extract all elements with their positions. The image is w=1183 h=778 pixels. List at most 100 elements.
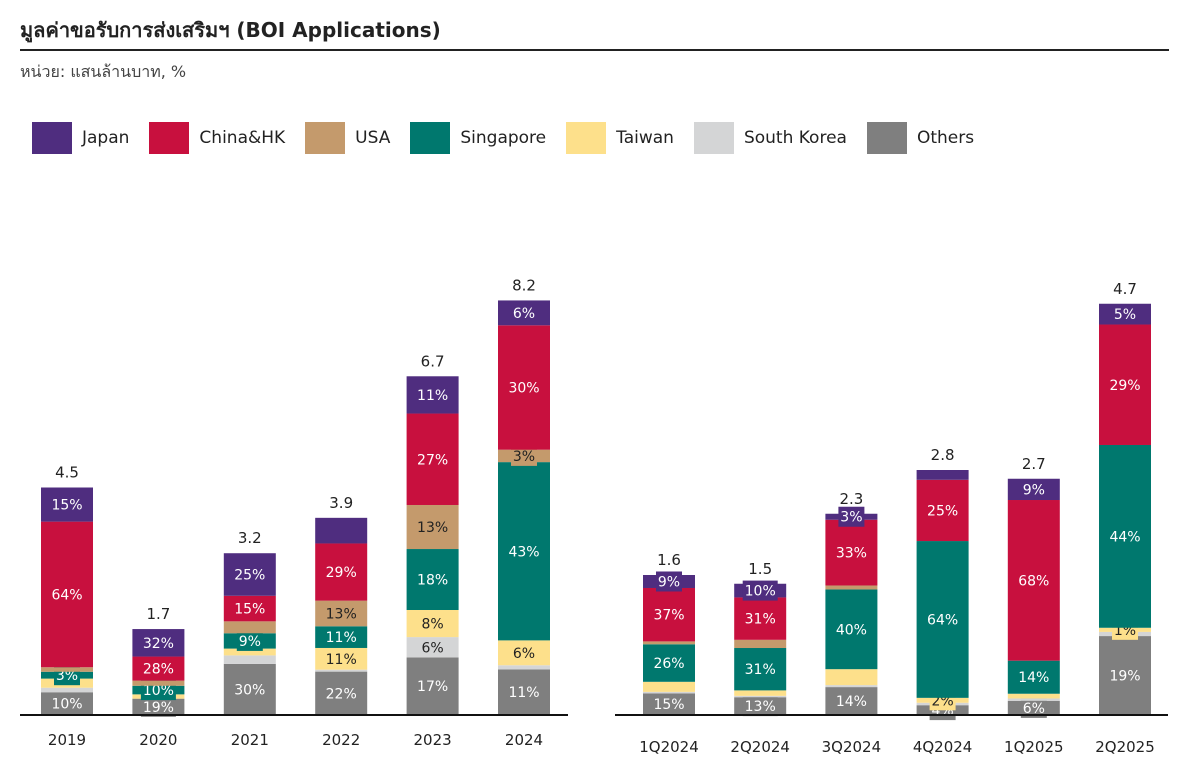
bar-segment-2021-japan <box>223 553 276 596</box>
bar-label-2q2024-china-hk: 31% <box>745 612 776 628</box>
bar-segment-3q2024-china-hk <box>825 519 878 586</box>
legend-swatch-singapore <box>410 122 451 154</box>
bar-segment-2023-south-korea <box>406 637 459 658</box>
bar-segment-1q2024-china-hk <box>643 587 695 642</box>
x-tick-3q2024: 3Q2024 <box>822 738 882 756</box>
bar-segment-2023-taiwan <box>406 610 459 638</box>
bar-segment-2022-taiwan <box>315 647 368 670</box>
bar-label-2019-singapore: 3% <box>56 668 78 684</box>
bar-total-2024: 8.2 <box>512 276 536 294</box>
bar-segment-2q2024-singapore <box>734 648 787 691</box>
bar-label-2021-japan: 25% <box>234 568 265 584</box>
bar-label-2021-singapore: 9% <box>239 634 261 650</box>
bar-total-3q2024: 2.3 <box>839 490 863 508</box>
bar-label-2022-singapore: 11% <box>326 630 357 646</box>
bar-segment-3q2024-others <box>825 687 878 715</box>
legend: Japan China&HK USA Singapore Taiwan Sout… <box>32 122 994 154</box>
bar-segment-3q2024-south-korea <box>825 685 878 688</box>
bar-segment-2q2025-china-hk <box>1099 324 1151 445</box>
bar-segment-2q2024-south-korea <box>734 695 787 698</box>
bar-segment-2019-south-korea <box>41 687 93 693</box>
legend-item-taiwan: Taiwan <box>566 122 674 154</box>
bar-label-2019-japan: 15% <box>51 498 82 514</box>
bar-segment-2021-taiwan <box>223 648 276 656</box>
legend-item-others: Others <box>866 122 974 154</box>
legend-item-china-hk: China&HK <box>149 122 285 154</box>
bar-segment-2023-others <box>406 657 459 715</box>
bar-total-4q2024: 2.8 <box>931 446 955 464</box>
bar-segment-2022-usa <box>315 600 368 627</box>
x-tick-2q2025: 2Q2025 <box>1095 738 1155 756</box>
bar-segment-2023-usa <box>406 504 459 550</box>
bar-label-3q2024-japan: 3% <box>840 510 862 526</box>
legend-swatch-japan <box>32 122 72 154</box>
legend-label-usa: USA <box>355 128 391 148</box>
bar-segment-2021-usa <box>223 621 276 634</box>
bar-segment-3q2024-singapore <box>825 589 878 670</box>
legend-item-singapore: Singapore <box>410 122 546 154</box>
bar-segment-4q2024-japan <box>916 470 969 480</box>
bar-label-2022-usa: 13% <box>326 606 357 622</box>
legend-swatch-south-korea <box>693 122 734 154</box>
bar-label-2023-japan: 11% <box>417 388 448 404</box>
bar-segment-2023-singapore <box>406 549 459 610</box>
bar-label-4q2024-china-hk: 25% <box>927 503 958 519</box>
bar-label-2024-japan: 6% <box>513 306 535 322</box>
bar-segment-2019-japan <box>41 487 93 522</box>
bar-label-2023-singapore: 18% <box>417 573 448 589</box>
bar-segment-2021-south-korea <box>223 655 276 664</box>
bar-segment-4q2024-singapore <box>916 541 969 698</box>
bar-label-2019-others: 10% <box>51 697 82 713</box>
legend-swatch-china-hk <box>149 122 190 154</box>
bar-segment-1q2025-taiwan <box>1007 693 1060 699</box>
x-tick-2020: 2020 <box>139 731 177 749</box>
x-tick-2022: 2022 <box>322 731 360 749</box>
unit-label: หน่วย: แสนล้านบาท, % <box>20 62 187 81</box>
x-tick-1q2024: 1Q2024 <box>639 738 699 756</box>
bar-segment-2020-usa <box>132 680 185 686</box>
bar-label-2024-taiwan: 6% <box>513 646 535 662</box>
bar-label-2023-others: 17% <box>417 679 448 695</box>
bar-segment-2024-china-hk <box>498 325 550 450</box>
bar-label-2023-usa: 13% <box>417 520 448 536</box>
bar-label-1q2024-japan: 9% <box>658 574 680 590</box>
bar-segment-2021-china-hk <box>223 595 276 622</box>
bar-label-badge-2024-usa <box>511 445 537 466</box>
bar-label-2021-china-hk: 15% <box>234 602 265 618</box>
bar-total-1q2024: 1.6 <box>657 551 681 569</box>
x-tick-4q2024: 4Q2024 <box>913 738 973 756</box>
bar-label-2020-others: 19% <box>143 700 174 716</box>
bar-segment-1q2024-usa <box>643 641 695 645</box>
bar-label-2020-china-hk: 28% <box>143 662 174 678</box>
bar-label-2024-others: 11% <box>508 685 539 701</box>
legend-item-usa: USA <box>305 122 390 154</box>
bar-segment-2024-taiwan <box>498 640 550 666</box>
bar-label-2q2025-japan: 5% <box>1114 307 1136 323</box>
bar-segment-2024-others <box>498 669 550 715</box>
x-tick-1q2025: 1Q2025 <box>1004 738 1064 756</box>
bar-total-2021: 3.2 <box>238 529 262 547</box>
bar-label-3q2024-others: 14% <box>836 694 867 710</box>
bar-segment-2022-south-korea <box>315 669 368 672</box>
bar-label-2021-others: 30% <box>234 682 265 698</box>
bar-label-2023-taiwan: 8% <box>421 617 443 633</box>
bar-segment-1q2025-south-korea <box>1007 698 1060 701</box>
bar-segment-2019-china-hk <box>41 521 93 668</box>
legend-label-japan: Japan <box>82 128 130 148</box>
bar-total-2020: 1.7 <box>146 605 170 623</box>
bar-label-2020-singapore: 10% <box>143 683 174 699</box>
bar-total-2022: 3.9 <box>329 494 353 512</box>
x-tick-2021: 2021 <box>231 731 269 749</box>
bar-segment-1q2024-others <box>643 693 695 715</box>
bar-label-1q2025-china-hk: 68% <box>1018 573 1049 589</box>
bar-total-1q2025: 2.7 <box>1022 455 1046 473</box>
bar-label-2022-others: 22% <box>326 686 357 702</box>
x-tick-2q2024: 2Q2024 <box>730 738 790 756</box>
bar-label-badge-2020-others <box>140 696 176 717</box>
bar-segment-2q2024-usa <box>734 639 787 648</box>
bar-segment-4q2024-china-hk <box>916 479 969 542</box>
bar-total-2023: 6.7 <box>421 352 445 370</box>
chart-title: มูลค่าขอรับการส่งเสริมฯ (BOI Application… <box>20 18 441 42</box>
x-tick-2019: 2019 <box>48 731 86 749</box>
